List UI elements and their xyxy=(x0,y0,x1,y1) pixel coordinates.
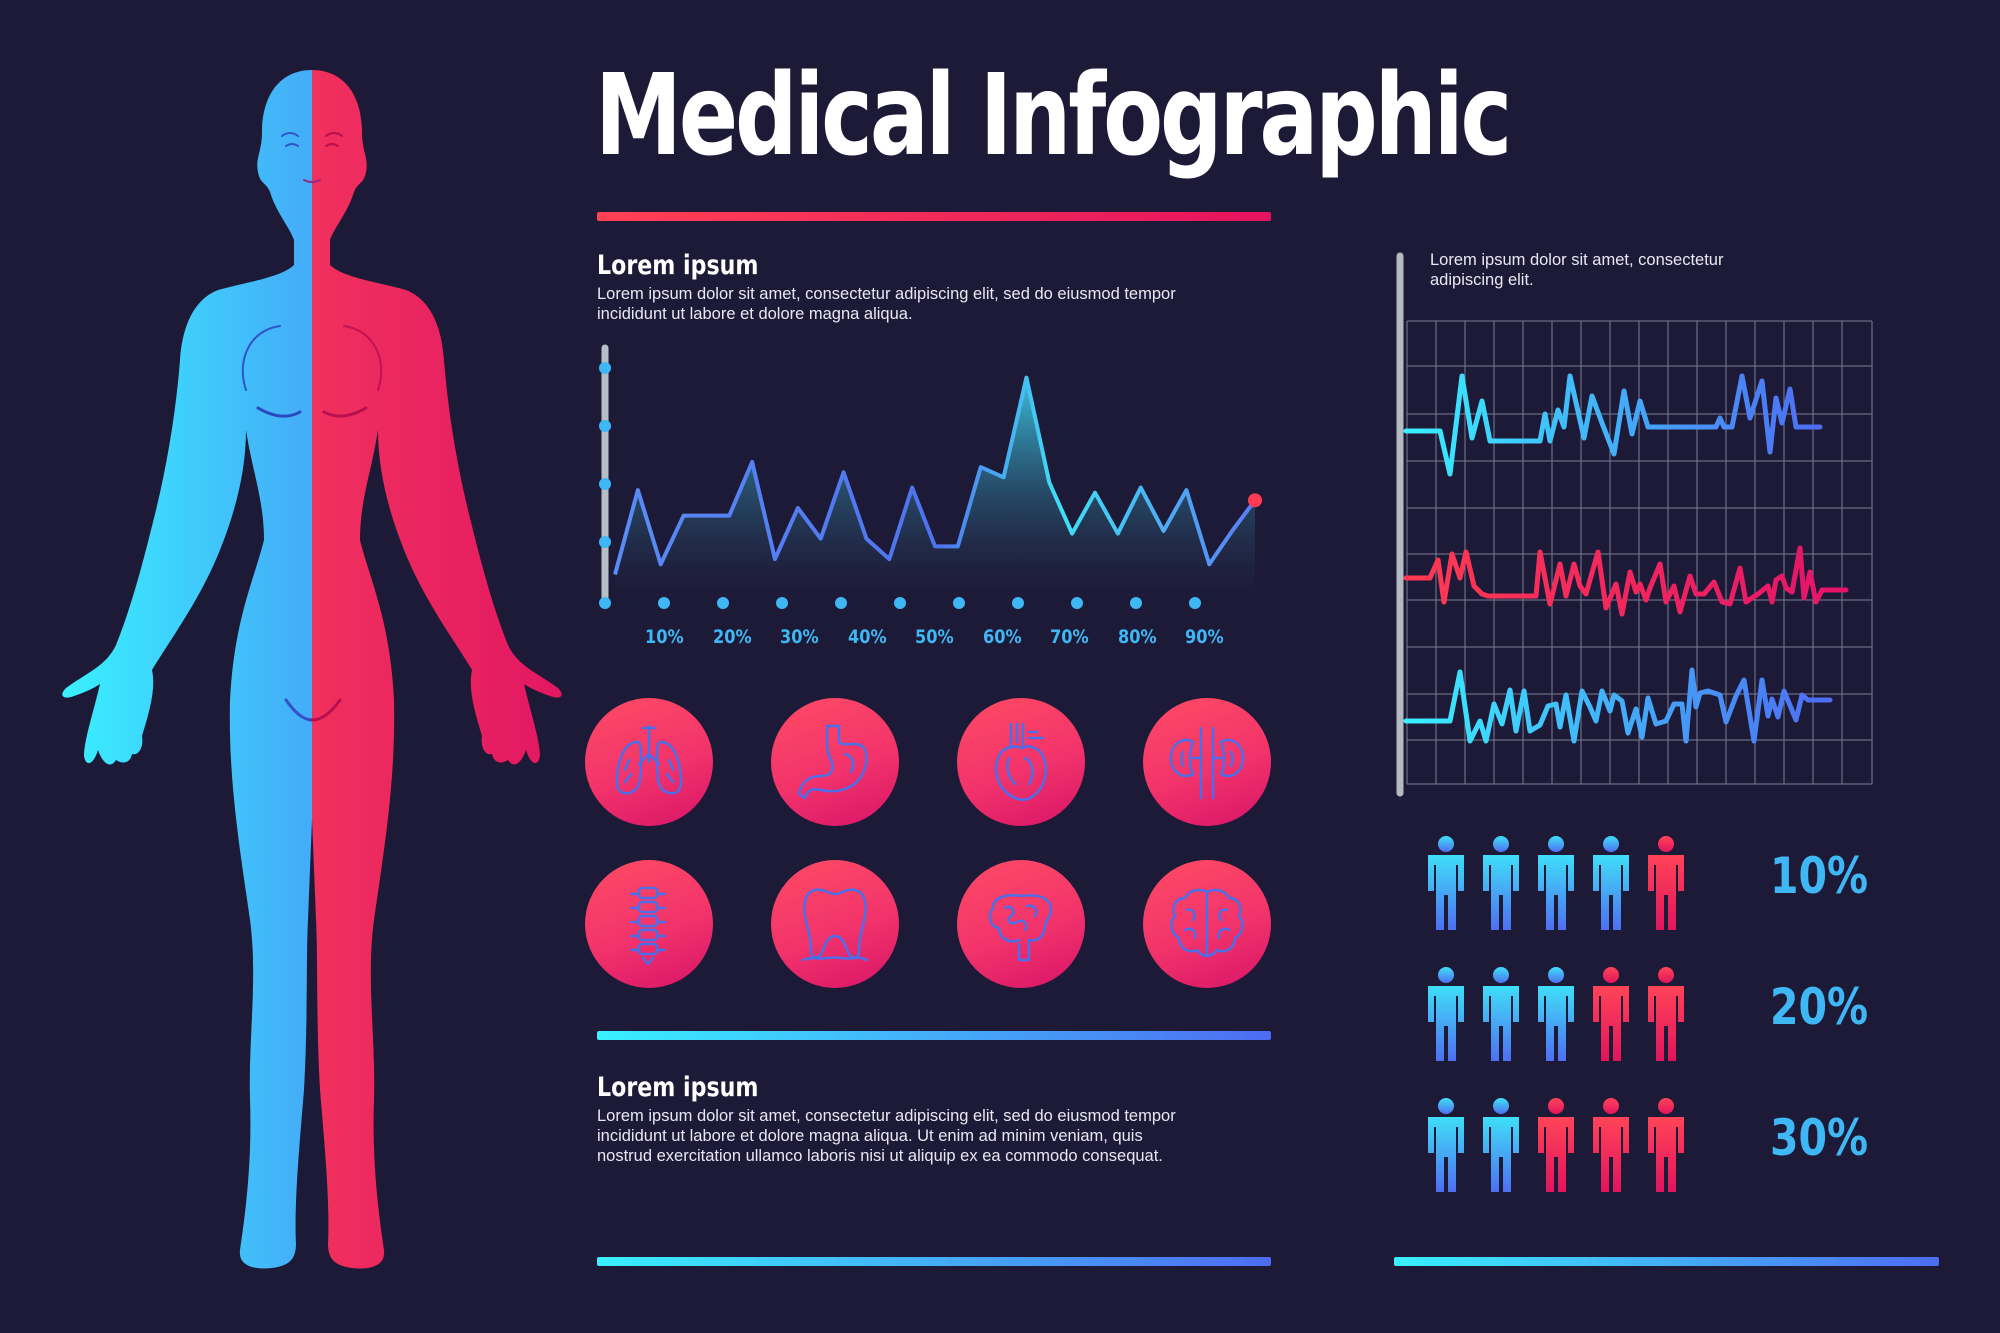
person-icon-red xyxy=(1593,967,1629,1061)
x-tick-label: 40% xyxy=(847,626,887,648)
x-tick-dot xyxy=(717,597,729,609)
ecg-monitor xyxy=(1396,252,1935,797)
area-chart xyxy=(599,344,1274,609)
people-row-percentage: 30% xyxy=(1770,1109,1869,1167)
x-tick-dot xyxy=(835,597,847,609)
section1-heading: Lorem ipsum xyxy=(597,250,759,281)
kidneys-icon xyxy=(1143,698,1271,826)
spine-icon xyxy=(585,860,713,988)
x-tick-label: 10% xyxy=(645,626,684,648)
people-row-percentage: 10% xyxy=(1770,847,1869,905)
data-point xyxy=(1248,493,1262,508)
person-icon-red xyxy=(1593,1098,1629,1192)
x-tick-dot xyxy=(1012,597,1024,609)
x-tick-label: 70% xyxy=(1050,626,1089,648)
x-tick-dot xyxy=(776,597,788,609)
page-title: Medical Infographic xyxy=(595,51,1512,181)
intestines-icon xyxy=(957,860,1085,988)
section2-heading: Lorem ipsum xyxy=(597,1072,759,1103)
section2-divider xyxy=(597,1031,1271,1040)
x-tick-dot xyxy=(1071,597,1083,609)
title-underline xyxy=(597,212,1271,221)
x-tick-dot xyxy=(894,597,906,609)
person-icon-red xyxy=(1648,1098,1684,1192)
brain-icon xyxy=(1143,860,1271,988)
area-fill xyxy=(615,377,1255,600)
ecg-trace-middle xyxy=(1403,545,1849,617)
x-tick-label: 30% xyxy=(780,626,819,648)
ecg-grid xyxy=(1406,320,1873,785)
x-tick-dot xyxy=(953,597,965,609)
x-tick-dot xyxy=(1130,597,1142,609)
person-icon-blue xyxy=(1428,836,1464,930)
person-icon-blue xyxy=(1538,967,1574,1061)
person-icon-blue xyxy=(1483,836,1519,930)
person-icon-blue xyxy=(1538,836,1574,930)
y-tick-dot xyxy=(599,420,611,432)
person-icon-blue xyxy=(1593,836,1629,930)
ecg-trace-top xyxy=(1403,373,1823,477)
person-icon-red xyxy=(1538,1098,1574,1192)
x-tick-dot xyxy=(1189,597,1201,609)
tooth-icon xyxy=(771,860,899,988)
section2-text: Lorem ipsum dolor sit amet, consectetur … xyxy=(597,1107,1176,1165)
x-tick-label: 20% xyxy=(712,626,752,648)
stomach-icon xyxy=(771,698,899,826)
x-tick-label: 90% xyxy=(1185,626,1224,648)
bottom-divider-left xyxy=(597,1257,1271,1266)
area-series-line xyxy=(613,375,1257,575)
ecg-panel-text: Lorem ipsum dolor sit amet, consectetur … xyxy=(1430,251,1724,289)
person-icon-red xyxy=(1648,967,1684,1061)
heart-icon xyxy=(957,698,1085,826)
lungs-icon xyxy=(585,698,713,826)
x-tick-dot xyxy=(658,597,670,609)
x-tick-label: 60% xyxy=(982,626,1022,648)
x-tick-label: 50% xyxy=(915,626,954,648)
y-tick-dot xyxy=(599,536,611,548)
human-body-figure xyxy=(62,70,562,1269)
ecg-trace-bottom xyxy=(1403,667,1833,744)
person-icon-blue xyxy=(1483,967,1519,1061)
organ-icon-grid xyxy=(585,698,1275,988)
person-icon-blue xyxy=(1483,1098,1519,1192)
people-pictogram-chart: 10% 20% 30% xyxy=(1425,835,1925,1195)
bottom-divider-right xyxy=(1394,1257,1939,1266)
y-tick-dot xyxy=(599,362,611,374)
section1-text: Lorem ipsum dolor sit amet, consectetur … xyxy=(597,285,1176,323)
people-row-percentage: 20% xyxy=(1770,978,1869,1036)
x-tick-dot xyxy=(599,597,611,609)
person-icon-blue xyxy=(1428,1098,1464,1192)
person-icon-red xyxy=(1648,836,1684,930)
x-tick-label: 80% xyxy=(1117,626,1157,648)
person-icon-blue xyxy=(1428,967,1464,1061)
y-tick-dot xyxy=(599,478,611,490)
